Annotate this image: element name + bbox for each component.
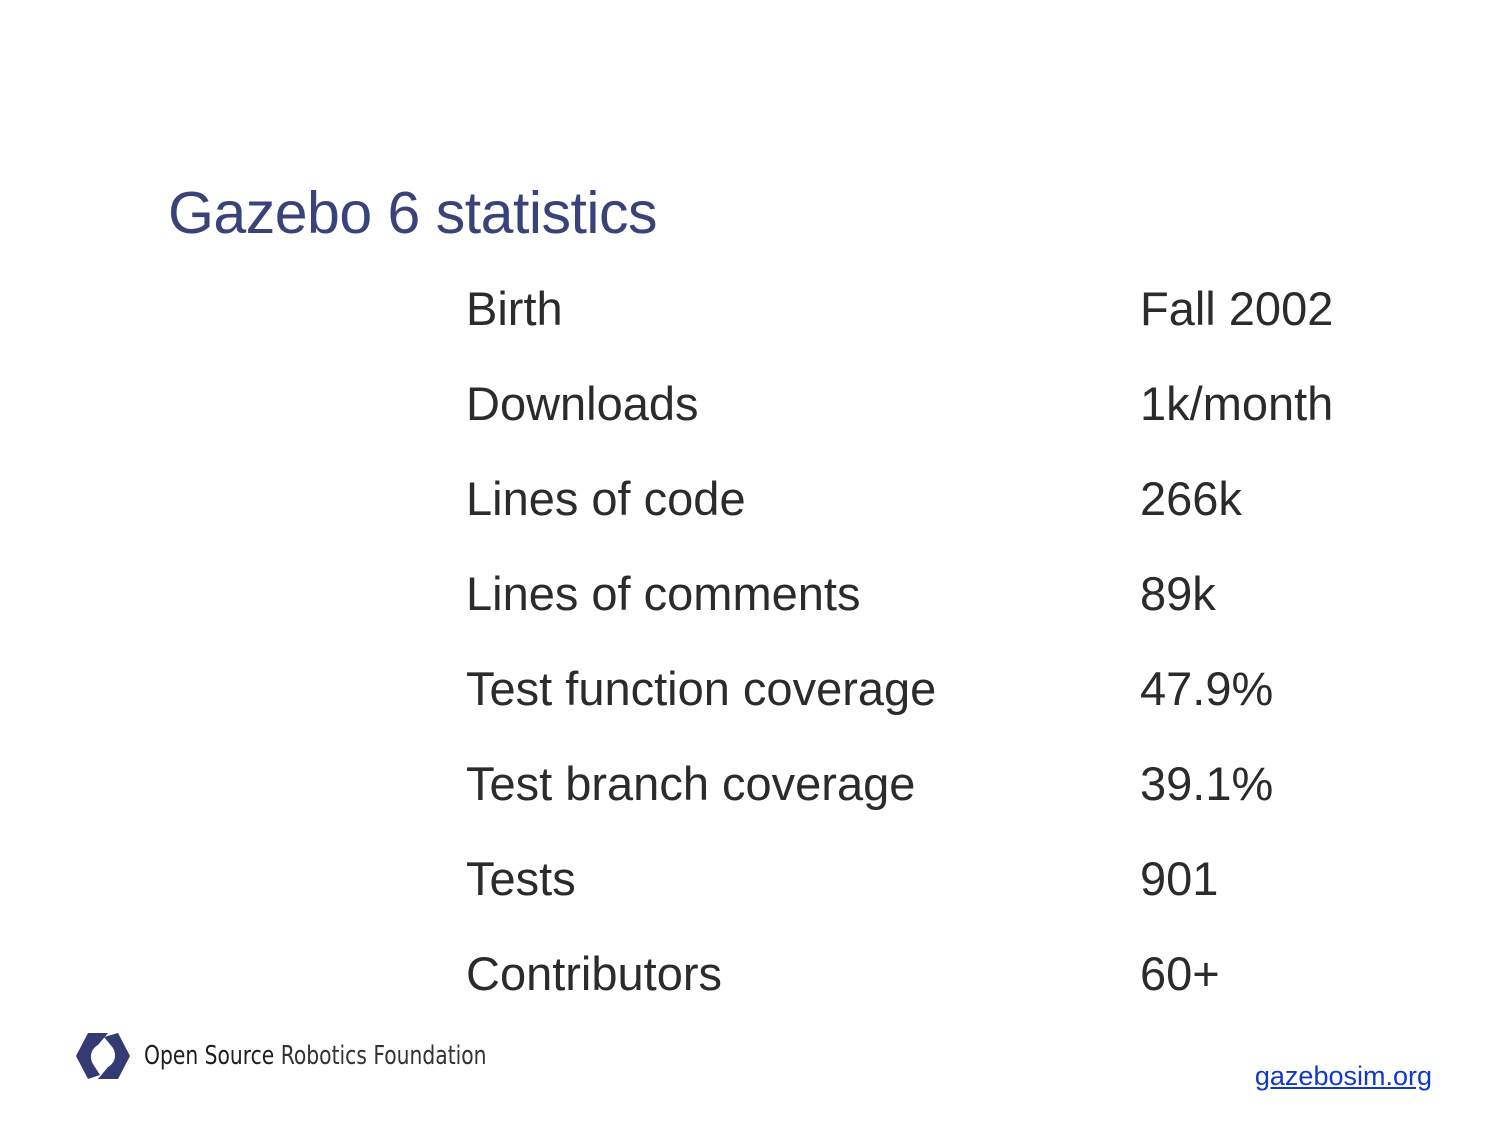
- osrf-logo: Open Source Robotics Foundation: [74, 1030, 583, 1082]
- stat-value: 60+: [1140, 947, 1220, 1000]
- logo-wordmark: Open Source Robotics Foundation: [144, 1041, 487, 1071]
- stat-row-lines-of-code: Lines of code 266k: [466, 452, 1426, 547]
- stat-row-lines-of-comments: Lines of comments 89k: [466, 547, 1426, 642]
- stat-label: Downloads: [466, 377, 699, 430]
- stat-value: 1k/month: [1140, 377, 1334, 430]
- stat-label: Test function coverage: [466, 662, 937, 715]
- stat-row-downloads: Downloads 1k/month: [466, 357, 1426, 452]
- osrf-logo-icon: [76, 1033, 130, 1079]
- gazebosim-link[interactable]: gazebosim.org: [1254, 1061, 1432, 1091]
- stat-value: 266k: [1140, 472, 1242, 525]
- logo-text-bold: Open Source: [144, 1041, 275, 1071]
- logo-text-light: Robotics Foundation: [280, 1041, 487, 1071]
- stat-label: Contributors: [466, 947, 722, 1000]
- stat-label: Lines of comments: [466, 567, 861, 620]
- stat-label: Birth: [466, 282, 563, 335]
- stat-value: 89k: [1140, 567, 1216, 620]
- stat-row-contributors: Contributors 60+: [466, 927, 1426, 1022]
- stat-value: 39.1%: [1140, 757, 1274, 810]
- stat-label: Tests: [466, 852, 576, 905]
- stat-value: 901: [1140, 852, 1219, 905]
- stat-label: Test branch coverage: [466, 757, 916, 810]
- stat-row-test-function-coverage: Test function coverage 47.9%: [466, 642, 1426, 737]
- slide-title: Gazebo 6 statistics: [168, 180, 657, 246]
- stats-table: Birth Fall 2002 Downloads 1k/month Lines…: [466, 262, 1426, 1022]
- stat-row-tests: Tests 901: [466, 832, 1426, 927]
- stat-row-test-branch-coverage: Test branch coverage 39.1%: [466, 737, 1426, 832]
- stat-label: Lines of code: [466, 472, 746, 525]
- stat-value: 47.9%: [1140, 662, 1274, 715]
- stat-row-birth: Birth Fall 2002: [466, 262, 1426, 357]
- stat-value: Fall 2002: [1140, 282, 1334, 335]
